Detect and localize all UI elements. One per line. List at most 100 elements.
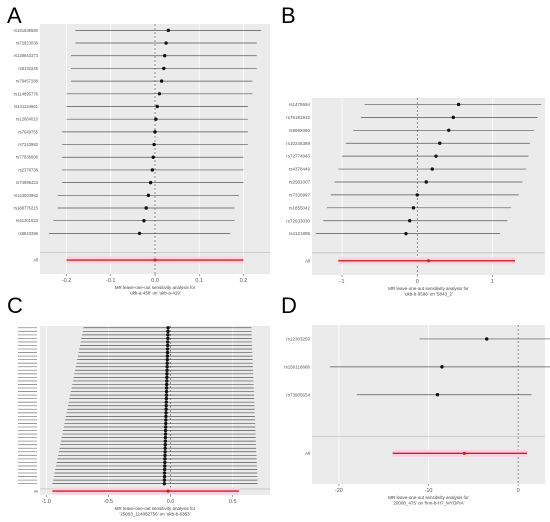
point-c-13 xyxy=(165,372,169,376)
point-c-38 xyxy=(163,460,167,465)
xtick-label-c-3: 0.5 xyxy=(229,499,237,505)
point-c-21 xyxy=(164,400,168,404)
point-c-1 xyxy=(166,329,170,334)
xtick-label-b-0: -1 xyxy=(340,279,345,285)
point-a-7 xyxy=(154,117,158,121)
point-c-44 xyxy=(162,481,167,486)
point-d-1 xyxy=(440,365,444,369)
all-point-a xyxy=(153,258,157,262)
point-a-16 xyxy=(137,231,142,236)
point-c-18 xyxy=(164,389,169,394)
point-c-9 xyxy=(165,357,169,362)
snp-label-b-8: rs1855042 xyxy=(289,205,311,210)
point-b-2 xyxy=(447,128,451,132)
point-b-0 xyxy=(456,102,461,107)
xtick-label-b-1: 0 xyxy=(416,279,419,285)
snp-label-a-3: rs8132245 xyxy=(18,66,38,71)
xtick-label-a-2: 0.0 xyxy=(151,278,159,284)
xtick-label-c-2: 0.0 xyxy=(167,499,175,505)
point-b-6 xyxy=(424,180,428,184)
snp-label-b-3: rs10248389 xyxy=(286,141,310,146)
snp-label-a-5: rs114895776 xyxy=(14,91,39,96)
point-b-4 xyxy=(434,154,438,158)
xtick-label-c-0: -1.0 xyxy=(41,499,50,505)
all-point-d xyxy=(462,451,466,455)
xtick-label-a-3: 0.1 xyxy=(195,278,203,284)
point-c-0 xyxy=(166,326,170,330)
point-a-2 xyxy=(163,54,167,58)
point-b-7 xyxy=(415,193,419,197)
point-c-5 xyxy=(165,343,170,348)
plot-area-c xyxy=(40,326,270,495)
snp-label-c-45: All xyxy=(34,489,38,493)
point-a-13 xyxy=(146,193,151,198)
caption-d-0: MR leave-one-out sensitivity analysis fo… xyxy=(388,495,469,500)
point-c-34 xyxy=(163,446,167,450)
point-c-16 xyxy=(164,382,169,387)
caption-d-1: '20008_475' on 'finn-b-H7_MYOPIA' xyxy=(393,501,465,506)
snp-label-a-6: rs141134661 xyxy=(14,104,39,109)
point-c-12 xyxy=(165,368,169,372)
caption-a-1: 'ukb-a-458' on 'ukb-a-419' xyxy=(129,291,181,296)
point-d-2 xyxy=(435,393,440,397)
xtick-label-d-2: 0 xyxy=(517,488,520,494)
snp-label-d-2: rs73905654 xyxy=(286,392,310,397)
point-d-0 xyxy=(485,337,489,341)
point-c-42 xyxy=(162,474,167,479)
plot-area-b xyxy=(312,98,545,275)
snp-label-a-17: All xyxy=(33,258,38,263)
point-c-33 xyxy=(163,442,167,447)
point-a-15 xyxy=(142,219,146,223)
panel-letter-c: C xyxy=(7,293,23,318)
point-b-1 xyxy=(451,115,456,120)
snp-label-a-2: rs138643373 xyxy=(14,53,39,58)
point-c-11 xyxy=(165,365,169,369)
snp-label-b-6: rs2581007 xyxy=(289,180,311,185)
point-c-23 xyxy=(164,407,168,411)
point-c-3 xyxy=(166,336,170,341)
xtick-label-b-2: 1 xyxy=(491,279,494,285)
point-c-14 xyxy=(165,375,169,380)
point-a-4 xyxy=(159,79,164,83)
point-c-15 xyxy=(165,379,169,383)
snp-label-a-11: rs2378736 xyxy=(18,167,38,172)
point-c-20 xyxy=(164,396,169,401)
snp-label-a-15: rs41301623 xyxy=(16,218,39,223)
point-b-8 xyxy=(411,206,416,210)
point-a-3 xyxy=(162,66,166,71)
point-c-26 xyxy=(164,418,168,422)
point-a-5 xyxy=(157,92,162,96)
point-c-43 xyxy=(162,478,167,482)
point-c-37 xyxy=(163,457,167,461)
point-a-12 xyxy=(148,180,153,185)
panel-letter-a: A xyxy=(7,3,22,28)
snp-label-a-4: rs79457288 xyxy=(16,79,39,84)
snp-label-a-12: rs74996423 xyxy=(16,180,39,185)
point-c-29 xyxy=(163,428,168,433)
point-c-22 xyxy=(164,404,168,408)
caption-b-1: 'ukb-b-9596' on '5843_2' xyxy=(404,292,453,297)
point-b-9 xyxy=(408,219,412,223)
all-point-c xyxy=(166,489,170,493)
caption-c-1: '25003_114082756' on 'ukb-b-6353' xyxy=(120,512,191,517)
snp-label-d-3: All xyxy=(305,451,310,456)
point-c-40 xyxy=(162,467,167,472)
point-c-36 xyxy=(163,453,167,458)
point-c-8 xyxy=(165,354,170,358)
point-c-32 xyxy=(163,439,168,443)
point-c-2 xyxy=(166,333,170,337)
point-c-25 xyxy=(164,414,168,419)
point-a-10 xyxy=(151,155,155,159)
panel-letter-d: D xyxy=(281,293,297,318)
point-c-30 xyxy=(163,432,168,436)
point-c-28 xyxy=(163,425,168,429)
point-a-14 xyxy=(144,206,148,210)
caption-b-0: MR leave-one-out sensitivity analysis fo… xyxy=(388,286,469,291)
all-point-b xyxy=(426,259,431,263)
snp-label-b-0: rs1478694 xyxy=(289,102,311,107)
snp-label-b-4: rs72774943 xyxy=(286,154,310,159)
point-c-7 xyxy=(165,350,170,355)
snp-label-a-16: rs6843396 xyxy=(18,231,38,236)
snp-label-b-5: rs4378449 xyxy=(289,167,311,172)
